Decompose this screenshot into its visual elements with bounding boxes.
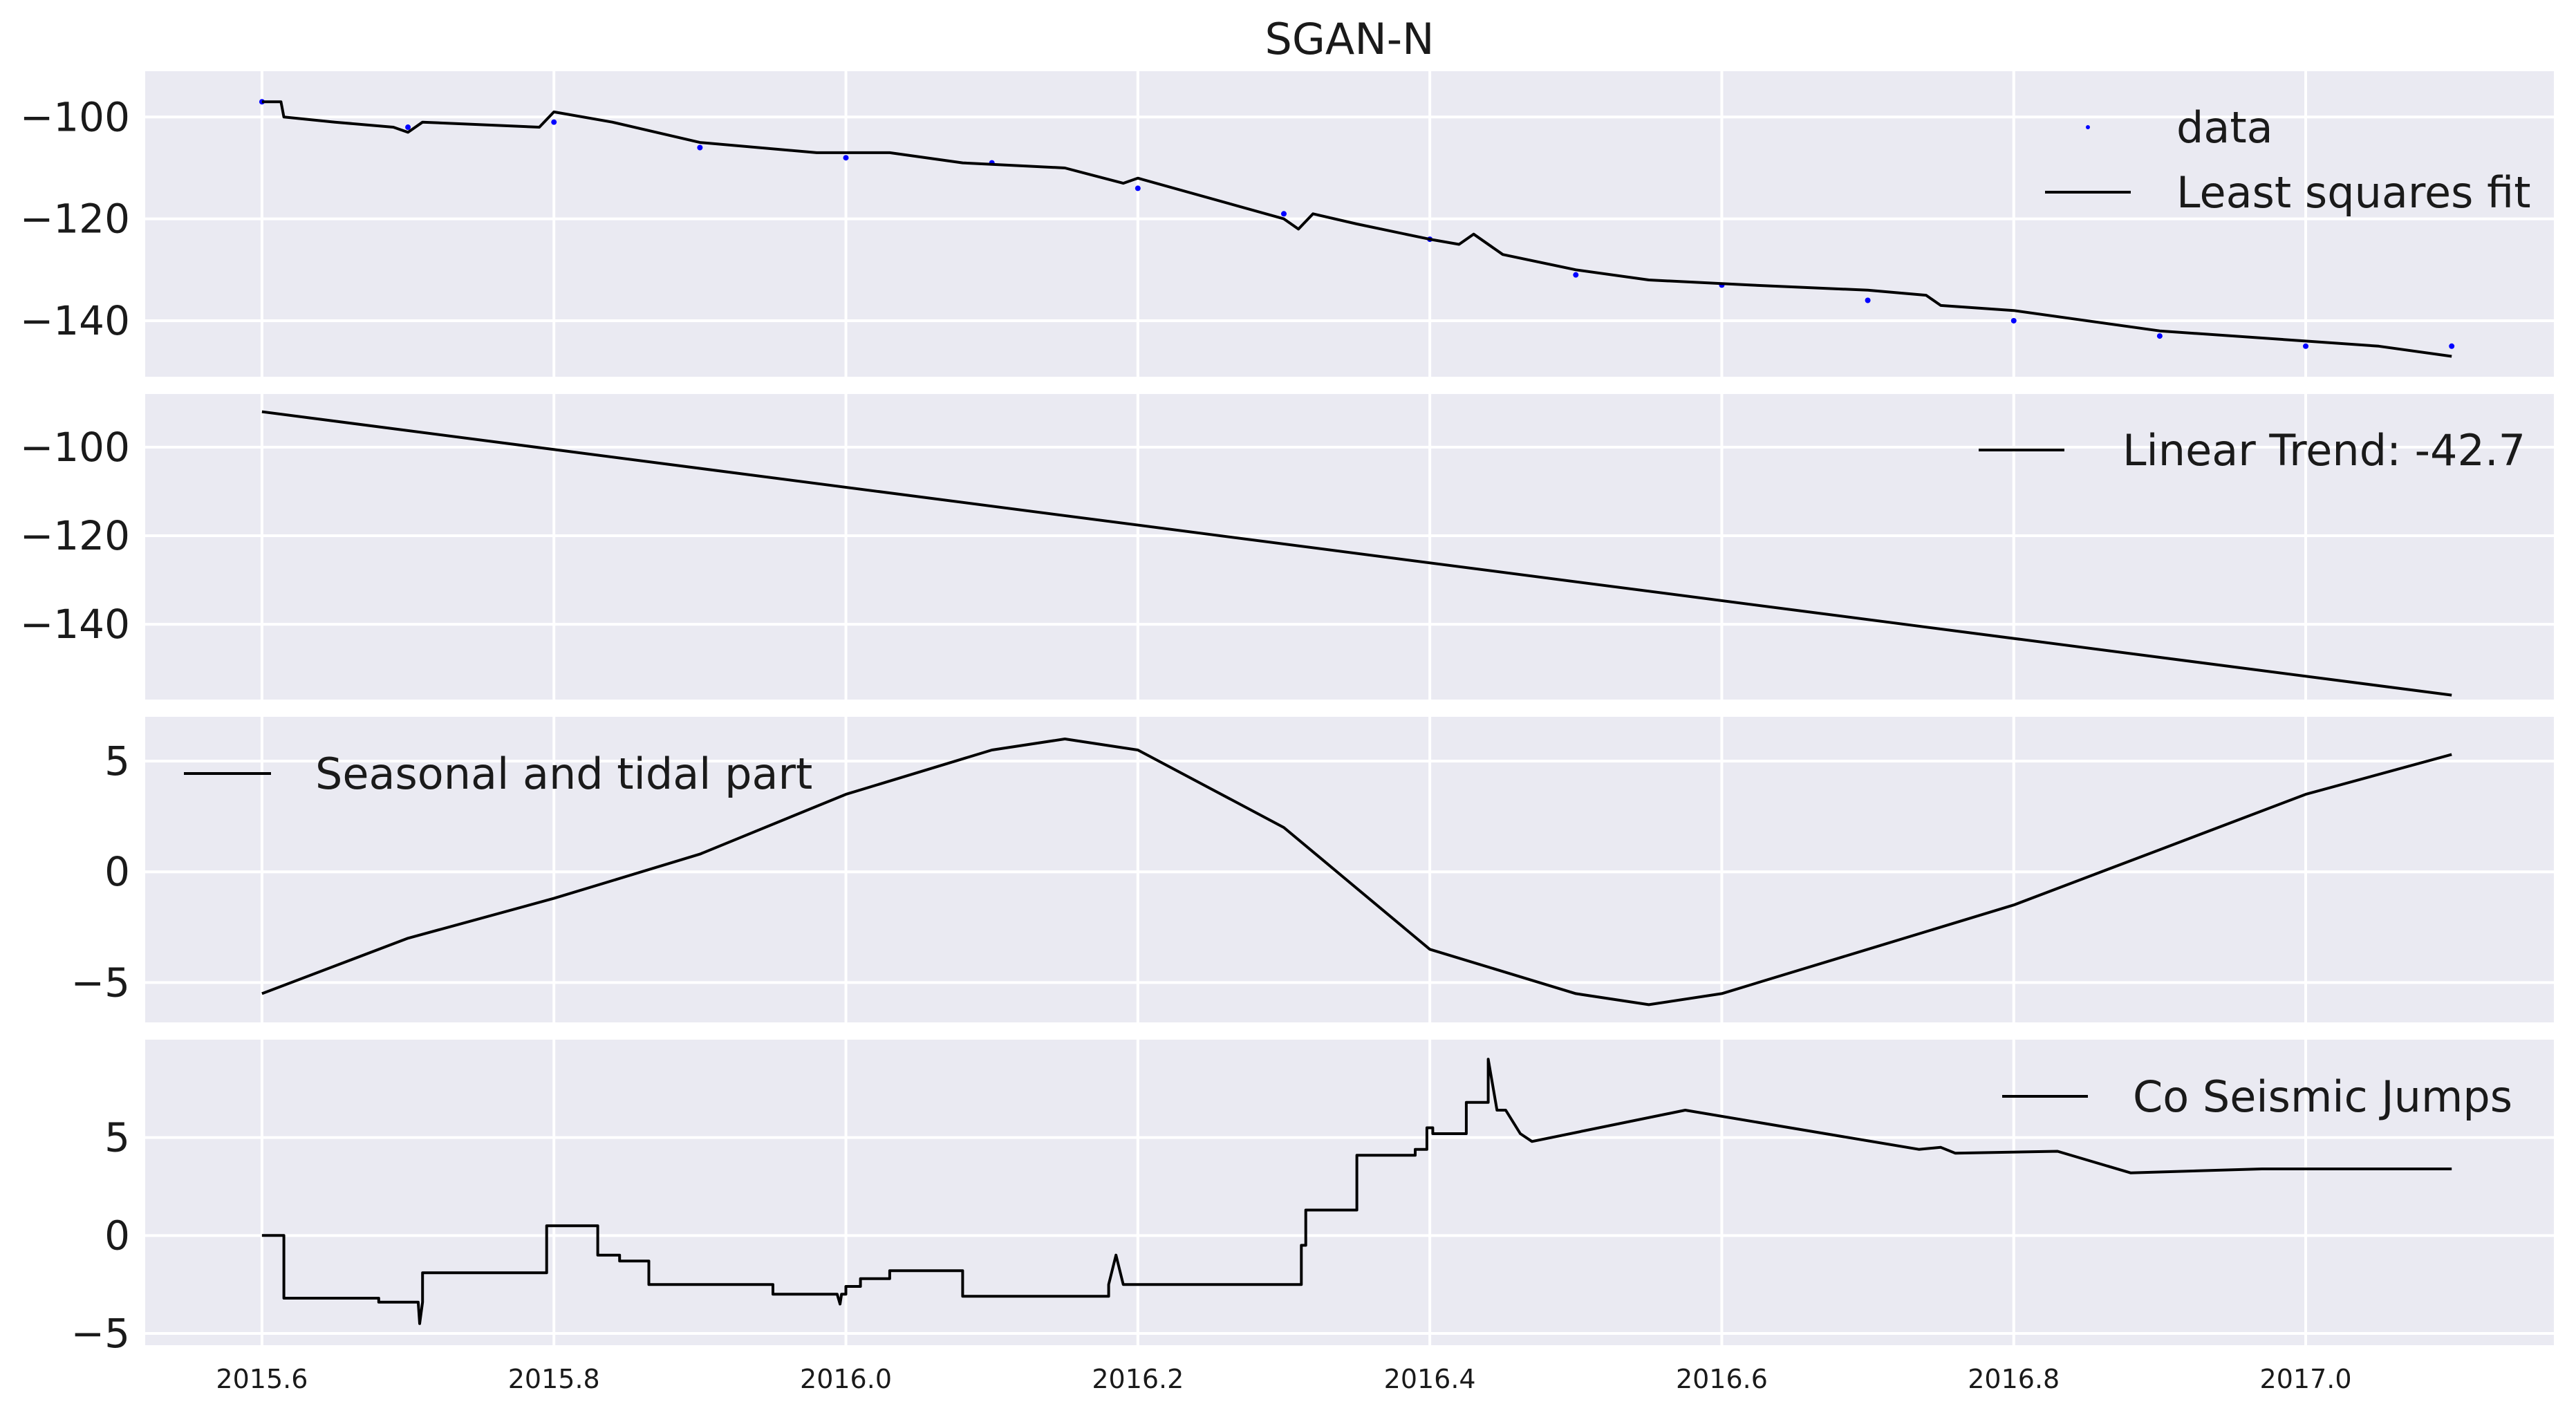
y-tick-label: 5 [104,1114,130,1161]
y-tick-label: −120 [20,512,130,559]
data-point [1280,211,1287,217]
panel-linear: −100 −120 −140 Linear Trend: -42.7 [20,394,2554,700]
y-tick-label: 0 [104,848,130,895]
data-point [2156,333,2163,339]
legend-label: Least squares fit [2176,167,2531,218]
x-tick-label: 2016.8 [1968,1364,2060,1394]
y-tick-label: −100 [20,424,130,471]
y-tick-label: −5 [71,1310,131,1357]
data-point [1135,185,1141,191]
y-tick-label: −100 [20,93,130,140]
y-tick-label: −5 [71,959,131,1006]
data-point [2449,343,2455,349]
y-tick-label: −140 [20,601,130,648]
y-tick-label: 5 [104,738,130,785]
panel-data: −100 −120 −140 data Least squares fit [20,71,2554,377]
plot-area-linear [145,394,2554,700]
panels: −100 −120 −140 data Least squares fit −100 −12… [20,71,2554,1394]
series-line-least-squares-fit [261,100,2452,358]
panel-jumps: 5 0 −5 Co Seismic Jumps 2015.6 2015.8 2016.0 20… [71,1040,2554,1394]
data-point [1865,297,1871,303]
data-point [405,124,411,131]
legend-label: data [2176,102,2273,153]
plot-area-data [145,71,2554,377]
legend-seasonal: Seasonal and tidal part [184,749,812,799]
x-tick-label: 2015.6 [216,1364,308,1394]
data-point [1573,272,1579,278]
legend-label: Co Seismic Jumps [2133,1071,2512,1122]
x-tick-label: 2017.0 [2260,1364,2352,1394]
data-point [2303,343,2309,349]
figure-title: SGAN-N [1265,14,1435,64]
x-tick-label: 2016.2 [1092,1364,1184,1394]
data-point [697,144,703,151]
legend-label: Linear Trend: -42.7 [2122,425,2526,476]
y-tick-label: −120 [20,196,130,243]
series-line-seasonal-and-tidal-part [261,738,2452,1006]
panel-seasonal: 5 0 −5 Seasonal and tidal part [71,717,2554,1022]
x-tick-label: 2016.4 [1384,1364,1476,1394]
legend-jumps: Co Seismic Jumps [2002,1071,2512,1122]
legend-linear: Linear Trend: -42.7 [1979,425,2526,476]
y-tick-label: 0 [104,1212,130,1259]
legend-marker [2086,125,2090,129]
legend-data: data Least squares fit [2045,102,2531,218]
data-point [843,155,849,161]
y-tick-label: −140 [20,297,130,344]
x-tick-label: 2016.6 [1676,1364,1768,1394]
legend-label: Seasonal and tidal part [315,749,812,799]
series-line-linear-trend-42-7 [261,410,2452,697]
plot-area-seasonal [145,717,2554,1022]
plot-area-jumps [145,1040,2554,1345]
x-tick-label: 2016.0 [800,1364,892,1394]
data-point [551,119,557,125]
series-line-co-seismic-jumps [261,1058,2452,1325]
data-point [2010,317,2017,324]
x-tick-label: 2015.8 [508,1364,600,1394]
